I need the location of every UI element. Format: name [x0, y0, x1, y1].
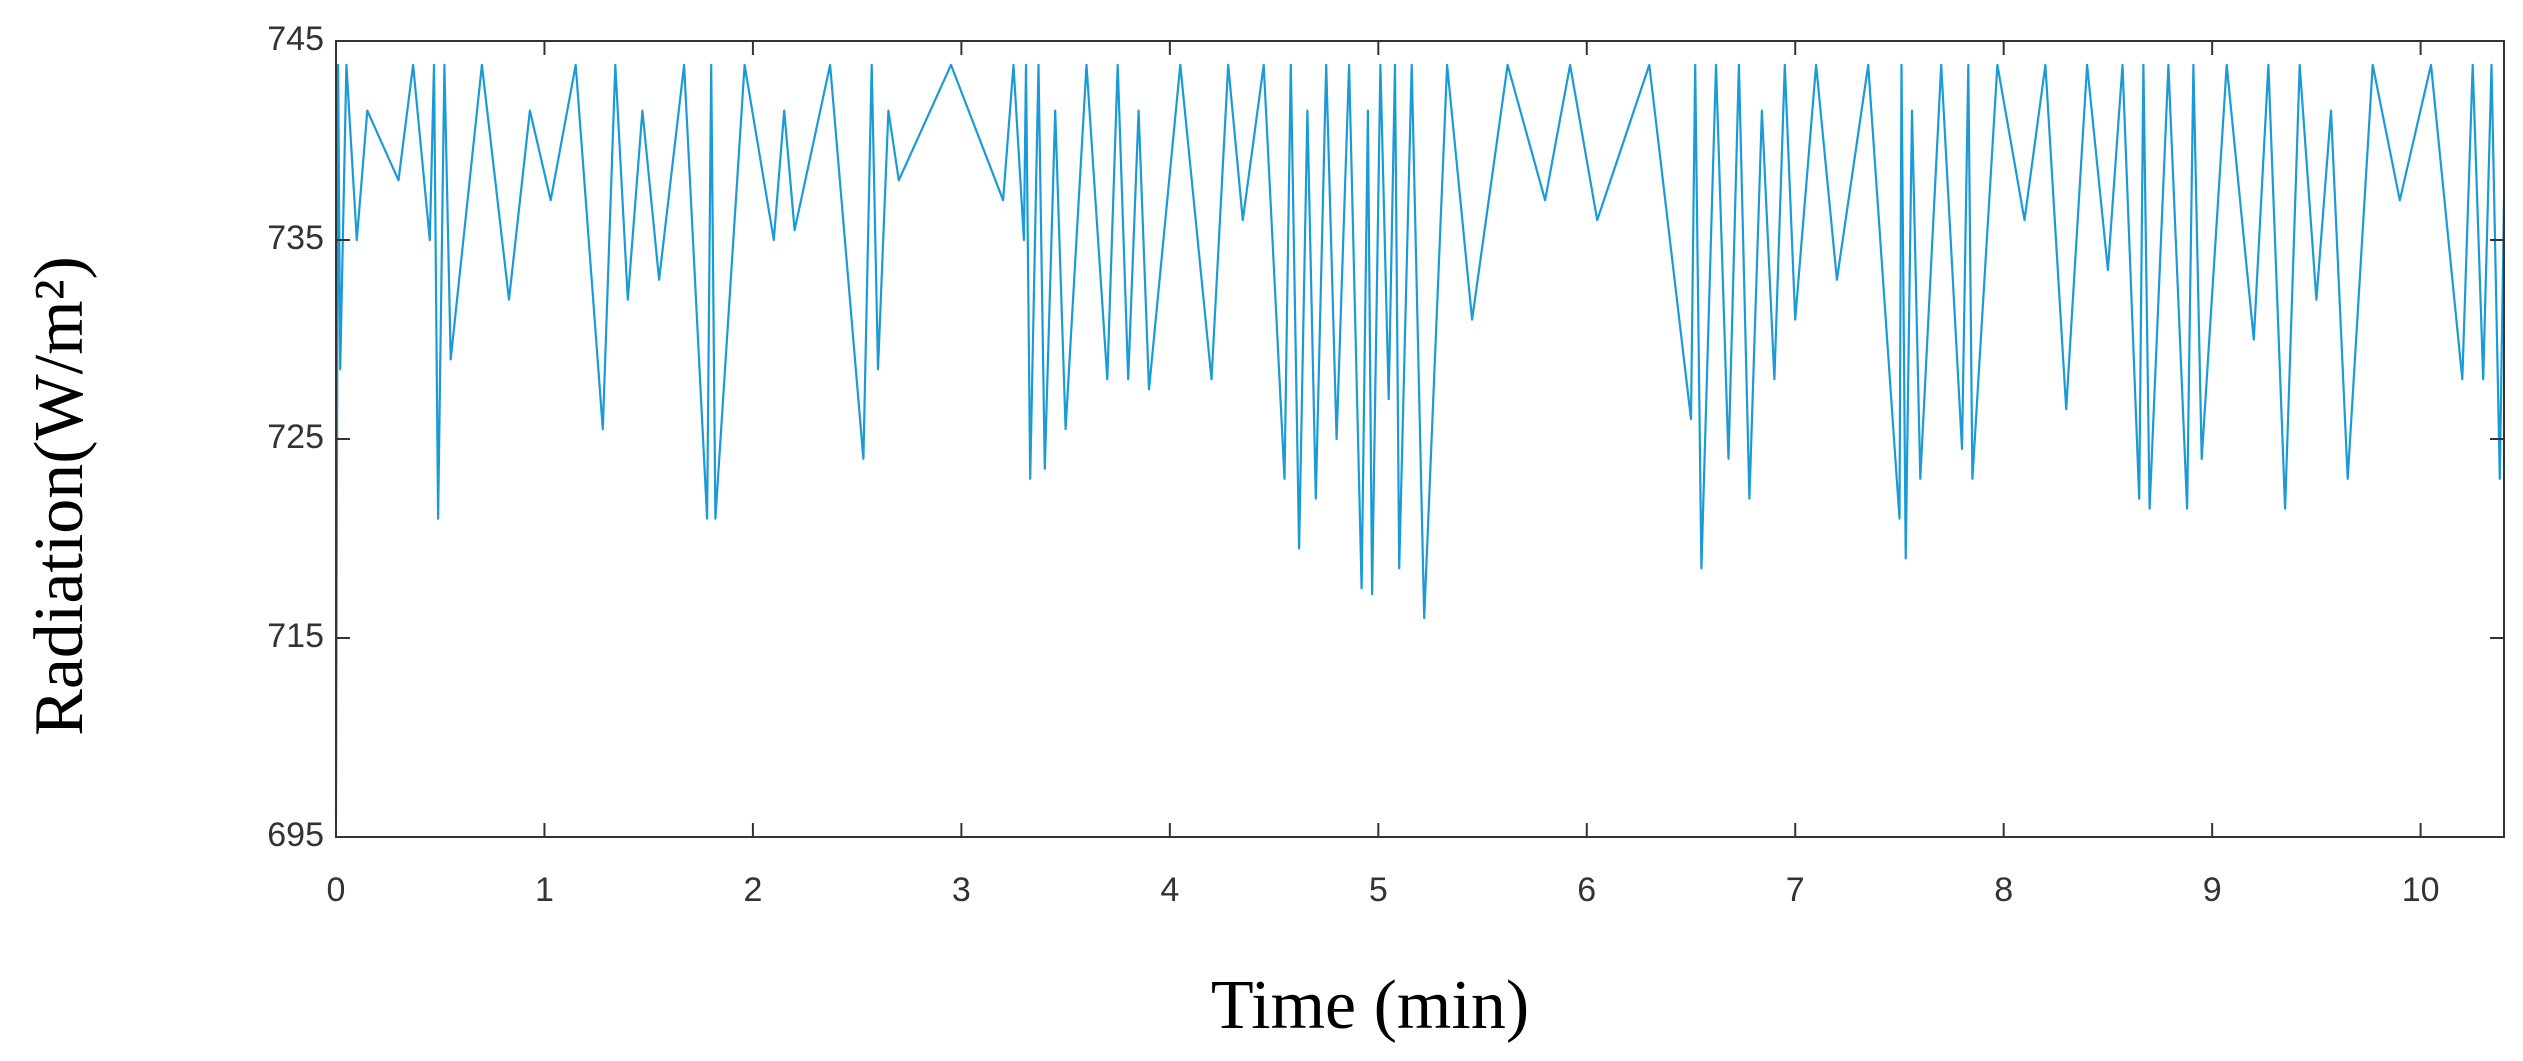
x-tick-label: 1 [535, 871, 554, 909]
y-tick-label: 745 [267, 20, 324, 58]
x-tick-label: 0 [327, 871, 346, 909]
x-tick-label: 7 [1786, 871, 1805, 909]
x-tick-label: 2 [743, 871, 762, 909]
y-tick-label: 725 [267, 418, 324, 456]
x-axis-title: Time (min) [1211, 967, 1529, 1044]
x-tick-label: 5 [1369, 871, 1388, 909]
y-tick-label: 735 [267, 219, 324, 257]
data-line [334, 63, 2506, 818]
x-tick-label: 3 [952, 871, 971, 909]
y-axis-title: Radiation(W/m²) [21, 256, 98, 736]
x-tick-label: 10 [2402, 871, 2440, 909]
x-tick-label: 6 [1577, 871, 1596, 909]
x-tick-label: 8 [1994, 871, 2013, 909]
x-tick-label: 4 [1160, 871, 1179, 909]
y-tick-label: 695 [267, 816, 324, 854]
x-tick-label: 9 [2203, 871, 2222, 909]
y-tick-label: 715 [267, 617, 324, 655]
